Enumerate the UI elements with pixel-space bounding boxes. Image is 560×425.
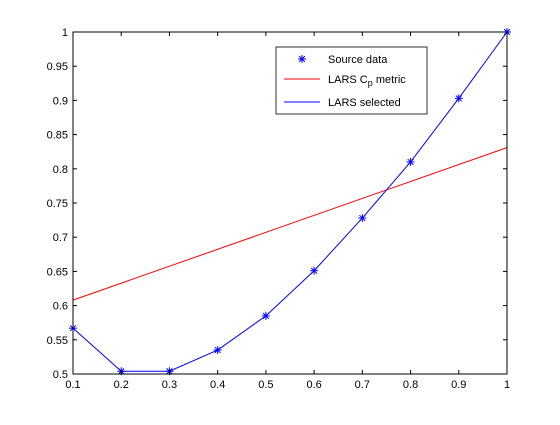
series-line-1: [72, 147, 508, 301]
data-point: [358, 214, 367, 223]
x-tick-label: 0.5: [258, 379, 273, 391]
x-tick-label: 1: [504, 379, 510, 391]
legend-item-lars-cp-metric: LARS Cp metric: [284, 74, 406, 88]
x-tick-label: 0.6: [306, 379, 321, 391]
y-tick-label: 0.7: [53, 232, 68, 244]
y-tick-label: 0.6: [53, 301, 68, 313]
axes-layer: 0.1 0.2 0.3 0.4 0.5 0.6 0.7 0.8 0.9 1 0.5 0.55 0.6 0.…: [47, 27, 510, 391]
legend: Source data LARS Cp metric LARS selected: [275, 46, 428, 115]
y-tick-label: 0.55: [47, 335, 68, 347]
data-point: [213, 346, 222, 355]
x-tick-label: 0.1: [65, 379, 80, 391]
y-tick-label: 0.8: [53, 164, 68, 176]
legend-label-source-data: Source data: [328, 54, 388, 66]
series-line-2: [72, 31, 508, 372]
x-tick-label: 0.7: [355, 379, 370, 391]
y-tick-label: 0.5: [53, 369, 68, 381]
y-tick-label: 0.85: [47, 130, 68, 142]
data-point: [454, 94, 463, 103]
y-tick-label: 0.95: [47, 61, 68, 73]
y-tick-label: 1: [62, 27, 68, 39]
x-tick-label: 0.3: [162, 379, 177, 391]
legend-label-lars-selected: LARS selected: [328, 97, 401, 109]
x-tick-label: 0.9: [451, 379, 466, 391]
legend-label-main: LARS C: [328, 74, 368, 86]
legend-label-rest: metric: [373, 74, 407, 86]
y-tick-label: 0.75: [47, 198, 68, 210]
data-point: [261, 311, 270, 320]
legend-label-lars-cp-metric: LARS Cp metric: [328, 74, 406, 88]
y-tick-label: 0.9: [53, 95, 68, 107]
data-point: [406, 157, 415, 166]
x-tick-label: 0.2: [114, 379, 129, 391]
y-tick-label: 0.65: [47, 266, 68, 278]
x-tick-label: 0.8: [403, 379, 418, 391]
x-tick-label: 0.4: [210, 379, 225, 391]
legend-label-subscript: p: [368, 78, 373, 88]
data-point: [310, 266, 319, 275]
legend-marker-asterisk-icon: [298, 55, 306, 63]
legend-item-source-data: Source data: [298, 54, 388, 66]
legend-item-lars-selected: LARS selected: [284, 97, 401, 109]
